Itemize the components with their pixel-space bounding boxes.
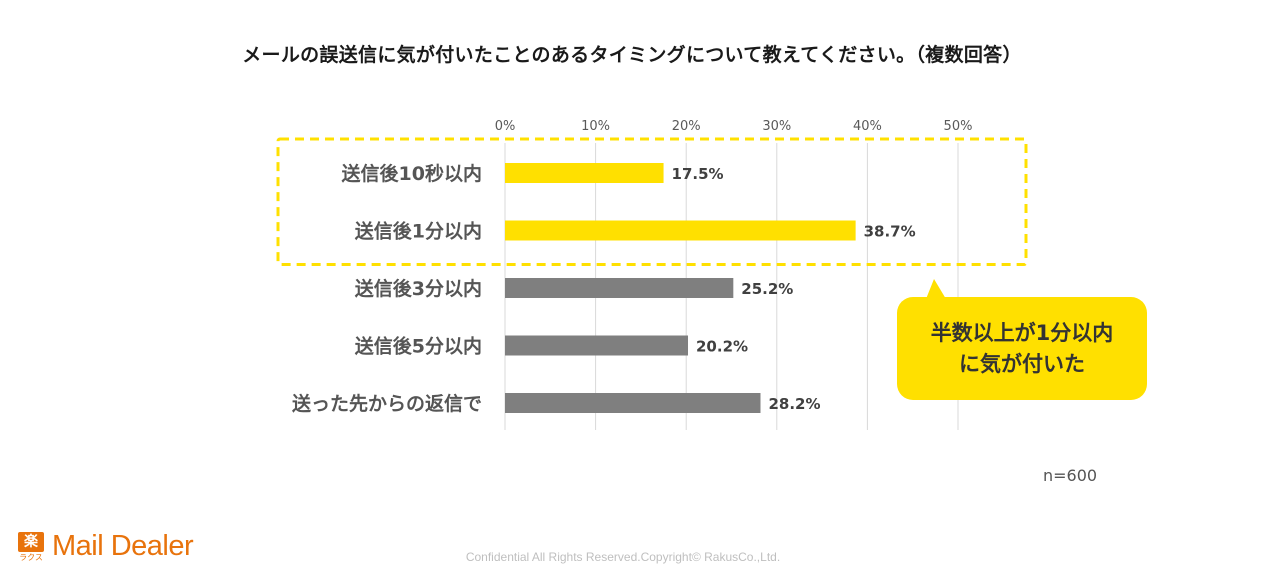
highlight-frame-layer bbox=[276, 137, 1028, 266]
category-label-2: 送信後3分以内 bbox=[355, 277, 482, 300]
logo-kanji: 楽 bbox=[18, 531, 44, 552]
tick-label-10: 10% bbox=[581, 119, 610, 134]
tick-label-0: 0% bbox=[495, 119, 516, 134]
value-label-1: 38.7% bbox=[864, 223, 916, 241]
tick-label-40: 40% bbox=[853, 119, 882, 134]
callout-tail bbox=[926, 279, 946, 299]
callout-box: 半数以上が1分以内 に気が付いた bbox=[897, 297, 1147, 400]
value-label-2: 25.2% bbox=[741, 280, 793, 298]
category-label-3: 送信後5分以内 bbox=[355, 335, 482, 358]
mail-dealer-logo: 楽 ラクス Mail Dealer bbox=[18, 530, 194, 563]
bar-4 bbox=[505, 393, 761, 413]
category-label-0: 送信後10秒以内 bbox=[342, 162, 482, 185]
logo-text: Mail Dealer bbox=[52, 530, 194, 562]
bar-3 bbox=[505, 335, 689, 356]
value-label-4: 28.2% bbox=[768, 395, 820, 413]
tick-label-20: 20% bbox=[672, 119, 701, 134]
bar-1 bbox=[505, 220, 856, 241]
callout-line-2: に気が付いた bbox=[959, 351, 1085, 376]
copyright-notice: Confidential All Rights Reserved.Copyrig… bbox=[465, 550, 781, 564]
bar-2 bbox=[505, 278, 734, 298]
tick-label-50: 50% bbox=[944, 119, 973, 134]
tick-label-30: 30% bbox=[762, 119, 791, 134]
category-label-4: 送った先からの返信で bbox=[292, 392, 482, 415]
value-label-0: 17.5% bbox=[672, 165, 724, 183]
value-label-3: 20.2% bbox=[696, 338, 748, 356]
logo-kana: ラクス bbox=[19, 552, 43, 562]
sample-size: n=600 bbox=[1043, 466, 1098, 485]
label-layer: 0% 10% 20% 30% 40% 50% 送信後10秒以内 17.5% 送信後1分以内 38.… bbox=[292, 119, 972, 415]
highlight-frame bbox=[276, 137, 1028, 266]
callout-line-1: 半数以上が1分以内 bbox=[930, 320, 1114, 345]
bar-layer bbox=[505, 163, 856, 413]
bar-0 bbox=[505, 163, 664, 183]
category-label-1: 送信後1分以内 bbox=[355, 220, 482, 243]
chart-title: メールの誤送信に気が付いたことのあるタイミングについて教えてください。（複数回答… bbox=[242, 44, 1022, 66]
rakus-logo-mark: 楽 ラクス bbox=[18, 531, 44, 562]
